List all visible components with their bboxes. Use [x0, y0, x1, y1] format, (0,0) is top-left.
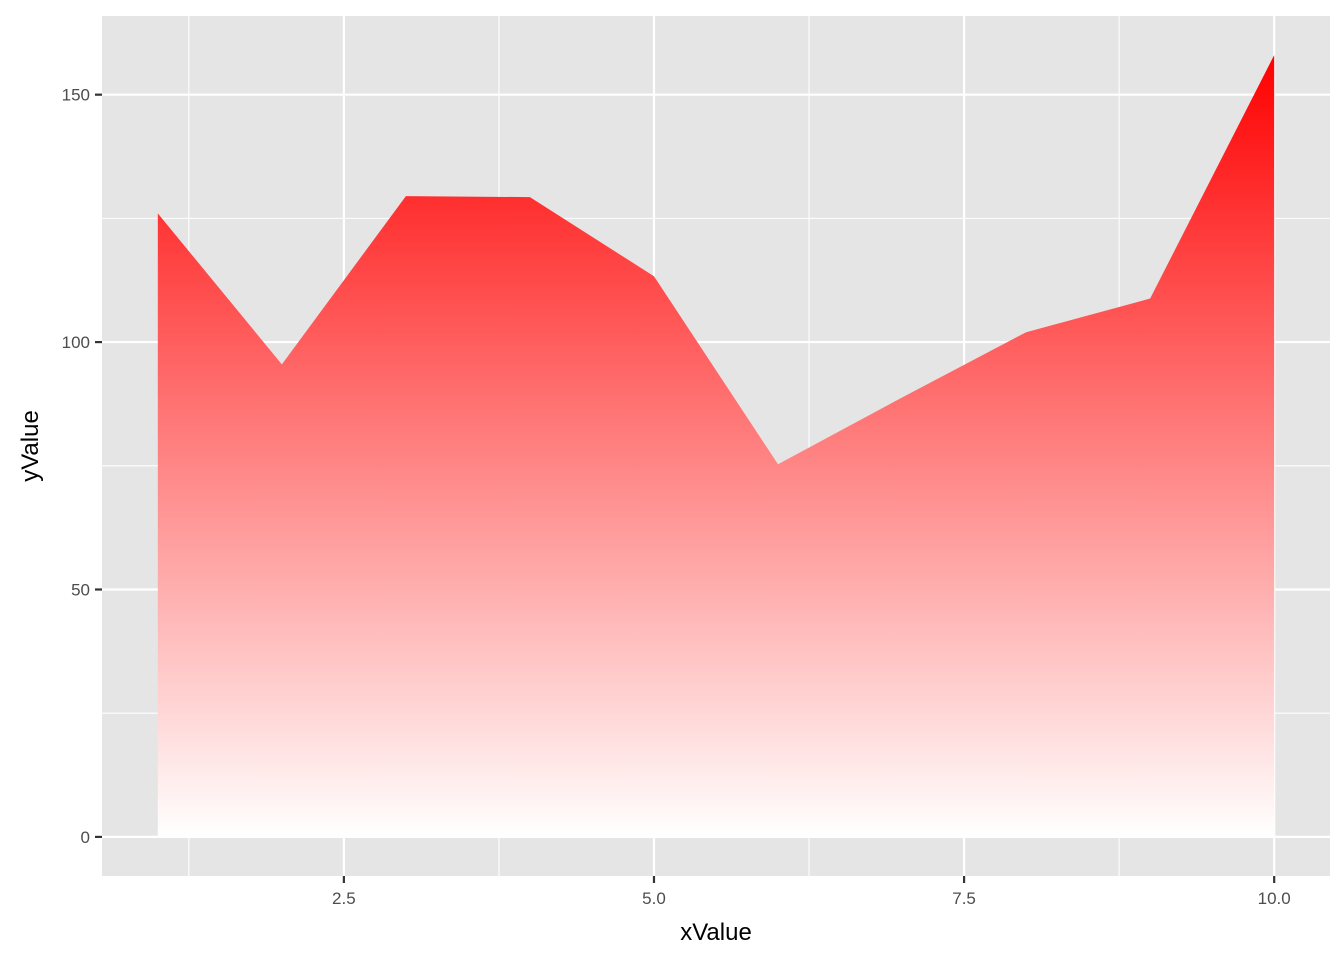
y-axis: 0 50 100 150: [62, 86, 102, 847]
y-tick-label: 50: [71, 580, 90, 599]
x-tick-label: 5.0: [642, 889, 666, 908]
x-axis-title: xValue: [680, 919, 752, 946]
y-tick-label: 150: [62, 86, 90, 105]
x-tick-label: 10.0: [1258, 889, 1291, 908]
y-tick-label: 0: [81, 828, 90, 847]
x-tick-label: 7.5: [952, 889, 976, 908]
y-axis-title: yValue: [17, 410, 44, 482]
x-axis: 2.5 5.0 7.5 10.0: [332, 876, 1291, 908]
x-tick-label: 2.5: [332, 889, 356, 908]
y-tick-label: 100: [62, 333, 90, 352]
